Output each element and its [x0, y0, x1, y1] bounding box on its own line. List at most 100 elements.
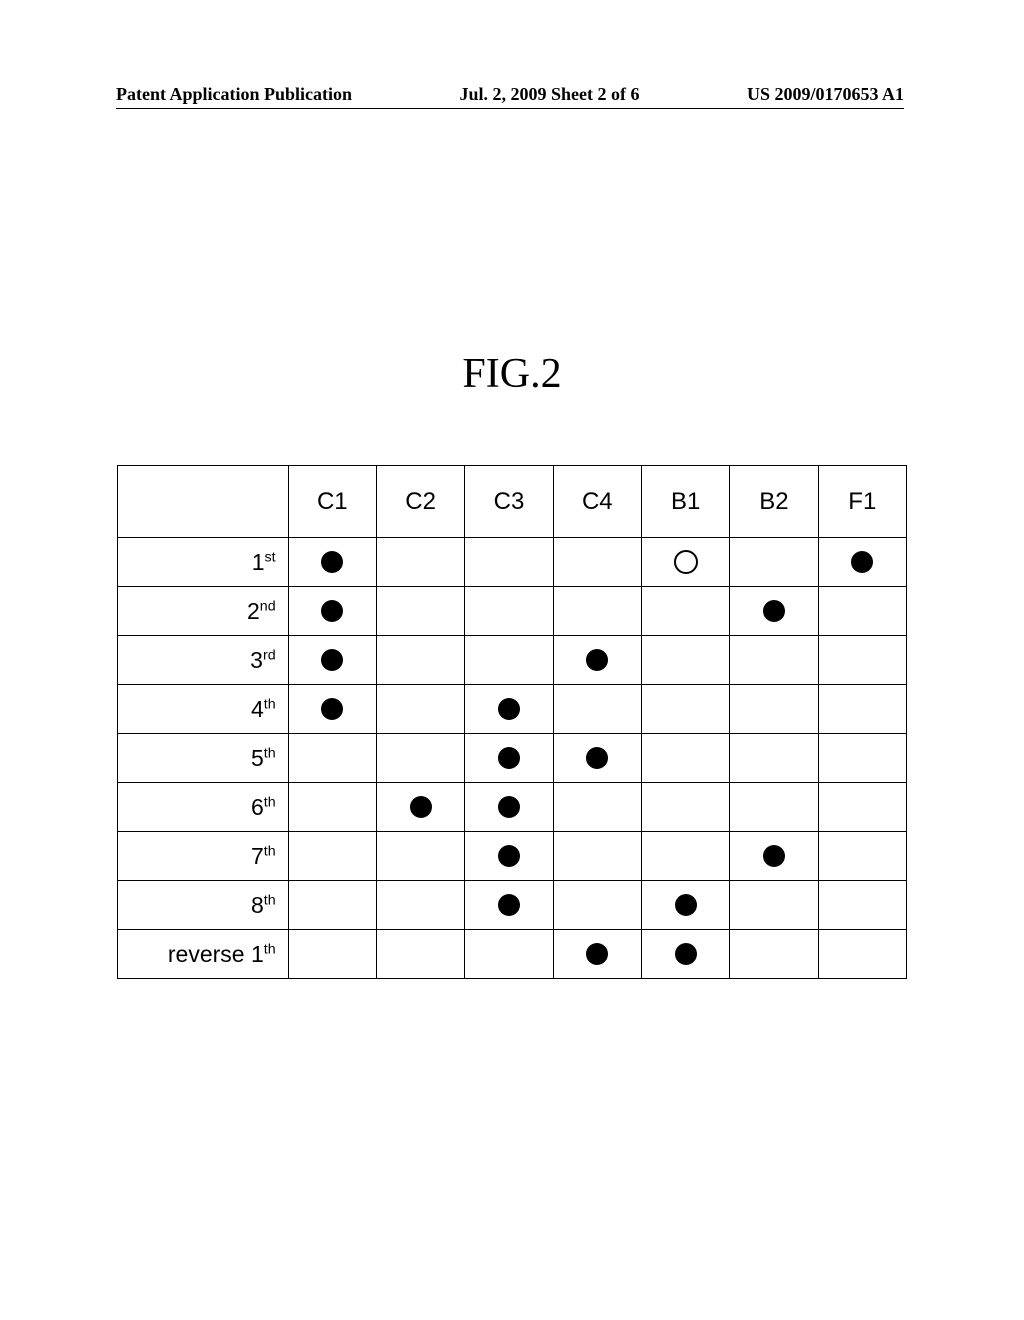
row-label: 3rd	[118, 636, 289, 685]
table-cell	[730, 587, 818, 636]
table-cell	[288, 587, 376, 636]
table-cell	[641, 783, 729, 832]
table-cell	[553, 734, 641, 783]
table-cell	[465, 587, 553, 636]
table-cell	[288, 881, 376, 930]
table-row: 6th	[118, 783, 907, 832]
table-row: 3rd	[118, 636, 907, 685]
table-cell	[818, 636, 906, 685]
table-cell	[376, 930, 464, 979]
table-row: 7th	[118, 832, 907, 881]
table-cell	[818, 587, 906, 636]
table-cell	[818, 783, 906, 832]
table-cell	[818, 538, 906, 587]
table-cell	[641, 734, 729, 783]
row-label: 7th	[118, 832, 289, 881]
col-header: C2	[376, 466, 464, 538]
table-cell	[376, 881, 464, 930]
figure-label-container: FIG.2	[0, 350, 1024, 398]
table-cell	[465, 832, 553, 881]
col-header: B2	[730, 466, 818, 538]
table-cell	[553, 832, 641, 881]
table-cell	[553, 783, 641, 832]
header-right: US 2009/0170653 A1	[747, 84, 904, 105]
table-cell	[730, 734, 818, 783]
row-label: 4th	[118, 685, 289, 734]
table-cell	[818, 930, 906, 979]
table-cell	[465, 734, 553, 783]
header-left: Patent Application Publication	[116, 84, 352, 105]
row-label: reverse 1th	[118, 930, 289, 979]
table-row: 5th	[118, 734, 907, 783]
table-cell	[641, 587, 729, 636]
table-cell	[288, 538, 376, 587]
table-cell	[730, 832, 818, 881]
engagement-table-container: C1 C2 C3 C4 B1 B2 F1 1st2nd3rd4th5th6th7…	[117, 465, 907, 979]
table-cell	[288, 832, 376, 881]
table-cell	[818, 734, 906, 783]
table-cell	[288, 783, 376, 832]
table-row: 2nd	[118, 587, 907, 636]
table-row: reverse 1th	[118, 930, 907, 979]
table-cell	[730, 685, 818, 734]
table-cell	[376, 636, 464, 685]
table-row: 8th	[118, 881, 907, 930]
table-cell	[730, 783, 818, 832]
col-header: C1	[288, 466, 376, 538]
table-cell	[553, 685, 641, 734]
table-row: 1st	[118, 538, 907, 587]
row-label: 5th	[118, 734, 289, 783]
table-cell	[465, 783, 553, 832]
table-cell	[641, 881, 729, 930]
table-cell	[641, 930, 729, 979]
row-label: 6th	[118, 783, 289, 832]
table-cell	[465, 930, 553, 979]
table-cell	[818, 832, 906, 881]
col-header: B1	[641, 466, 729, 538]
table-cell	[553, 930, 641, 979]
table-cell	[553, 538, 641, 587]
table-cell	[465, 881, 553, 930]
table-cell	[553, 636, 641, 685]
engagement-table: C1 C2 C3 C4 B1 B2 F1 1st2nd3rd4th5th6th7…	[117, 465, 907, 979]
header-rule	[116, 108, 904, 109]
table-cell	[818, 881, 906, 930]
col-header: C3	[465, 466, 553, 538]
header-center: Jul. 2, 2009 Sheet 2 of 6	[460, 84, 640, 105]
table-cell	[376, 832, 464, 881]
table-cell	[288, 734, 376, 783]
col-header: F1	[818, 466, 906, 538]
table-cell	[641, 538, 729, 587]
table-cell	[465, 636, 553, 685]
table-cell	[553, 587, 641, 636]
row-label: 2nd	[118, 587, 289, 636]
table-cell	[288, 930, 376, 979]
table-cell	[641, 832, 729, 881]
table-cell	[730, 636, 818, 685]
table-body: 1st2nd3rd4th5th6th7th8threverse 1th	[118, 538, 907, 979]
table-cell	[376, 685, 464, 734]
table-cell	[465, 685, 553, 734]
table-cell	[288, 685, 376, 734]
table-cell	[465, 538, 553, 587]
col-header: C4	[553, 466, 641, 538]
table-cell	[730, 881, 818, 930]
page-header: Patent Application Publication Jul. 2, 2…	[0, 84, 1024, 105]
table-cell	[288, 636, 376, 685]
table-cell	[730, 538, 818, 587]
table-cell	[376, 734, 464, 783]
table-cell	[376, 538, 464, 587]
table-cell	[641, 685, 729, 734]
table-row: 4th	[118, 685, 907, 734]
row-label: 8th	[118, 881, 289, 930]
header-blank	[118, 466, 289, 538]
row-label: 1st	[118, 538, 289, 587]
figure-label: FIG.2	[462, 351, 561, 397]
table-cell	[818, 685, 906, 734]
table-cell	[641, 636, 729, 685]
table-cell	[376, 783, 464, 832]
table-cell	[730, 930, 818, 979]
table-cell	[376, 587, 464, 636]
table-cell	[553, 881, 641, 930]
table-header-row: C1 C2 C3 C4 B1 B2 F1	[118, 466, 907, 538]
